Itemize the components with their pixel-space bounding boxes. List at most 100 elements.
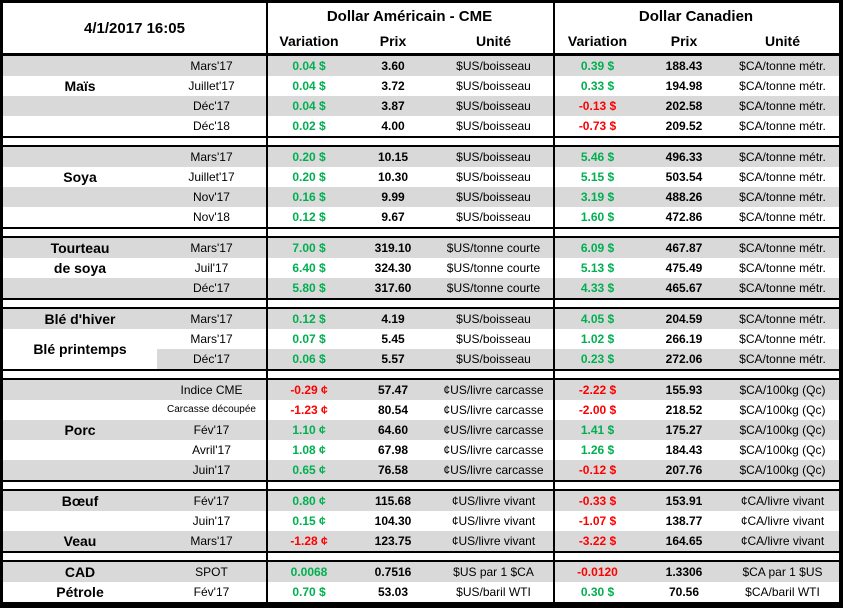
usd-unit: ¢US/livre carcasse (443, 403, 544, 417)
usd-variation: 0.02 $ (292, 119, 326, 133)
contract-month: Nov'18 (193, 210, 230, 224)
cad-variation: 3.19 $ (580, 190, 615, 204)
contract-month: Fév'17 (193, 585, 230, 599)
cad-variation: -3.22 $ (578, 534, 617, 548)
column-divider-line (266, 3, 268, 604)
cad-variation: 5.15 $ (580, 170, 615, 184)
commodity-label: Tourteau (50, 240, 110, 256)
cad-unit: $CA/100kg (Qc) (739, 443, 826, 457)
usd-unit: $US/boisseau (456, 312, 531, 326)
usd-variation: 0.04 $ (292, 79, 326, 93)
contract-month: Avril'17 (192, 443, 231, 457)
cad-price: 272.06 (665, 352, 703, 366)
cad-price: 70.56 (668, 585, 700, 599)
usd-price: 115.68 (374, 494, 412, 508)
commodity-label: Veau (63, 533, 97, 549)
usd-variation: 0.07 $ (292, 332, 326, 346)
cad-price: 488.26 (665, 190, 703, 204)
section-spacer (3, 553, 839, 560)
table-row: Mars'17 0.20 $ 10.15 $US/boisseau 5.46 $ 496.… (3, 147, 839, 167)
usd-variation: 0.15 ¢ (292, 514, 326, 528)
usd-price: 123.75 (374, 534, 412, 548)
cad-unit: $CA/tonne métr. (739, 190, 826, 204)
cad-variation: 5.13 $ (580, 261, 615, 275)
cad-price: 209.52 (665, 119, 703, 133)
usd-variation: 5.80 $ (292, 281, 326, 295)
usd-unit: ¢US/livre carcasse (443, 463, 544, 477)
cad-variation: 1.41 $ (580, 423, 615, 437)
cad-price: 188.43 (665, 59, 703, 73)
cad-price: 266.19 (665, 332, 703, 346)
cad-variation-header: Variation (567, 33, 628, 49)
usd-unit: $US/boisseau (456, 79, 531, 93)
report-datetime: 4/1/2017 16:05 (84, 19, 185, 37)
contract-month: Juin'17 (192, 514, 231, 528)
cad-unit: $CA/tonne métr. (739, 241, 826, 255)
commodity-label: Pétrole (56, 584, 104, 600)
cad-unit: $CA par 1 $US (742, 565, 823, 579)
usd-price-header: Prix (379, 33, 407, 49)
section-soya: Mars'17 0.20 $ 10.15 $US/boisseau 5.46 $ 496.… (3, 145, 839, 229)
cad-unit: ¢CA/livre vivant (740, 514, 825, 528)
cad-price: 204.59 (665, 312, 703, 326)
contract-month: Mars'17 (190, 534, 233, 548)
usd-unit: $US/tonne courte (446, 241, 541, 255)
cad-variation: -2.22 $ (578, 383, 617, 397)
usd-unit: $US/tonne courte (446, 281, 541, 295)
commodity-label: CAD (64, 564, 96, 580)
contract-month: Juillet'17 (188, 170, 235, 184)
table-row: Juillet'17 0.04 $ 3.72 $US/boisseau 0.33 $ 19… (3, 76, 839, 96)
section-spacer (3, 300, 839, 307)
usd-variation: 0.06 $ (292, 352, 326, 366)
table-row: Fév'17 0.80 ¢ 115.68 ¢US/livre vivant -0.33 … (3, 491, 839, 511)
usd-variation: 0.04 $ (292, 59, 326, 73)
cad-variation: 0.23 $ (580, 352, 615, 366)
contract-month: Mars'17 (190, 150, 233, 164)
usd-price: 104.30 (374, 514, 412, 528)
usd-price: 4.00 (381, 119, 405, 133)
cad-unit: $CA/100kg (Qc) (739, 423, 826, 437)
usd-unit: ¢US/livre carcasse (443, 423, 544, 437)
usd-price: 324.30 (374, 261, 412, 275)
usd-unit: $US/boisseau (456, 190, 531, 204)
table-row: Fév'17 0.70 $ 53.03 $US/baril WTI 0.30 $ 70.5… (3, 582, 839, 602)
usd-unit: $US/boisseau (456, 332, 531, 346)
cad-unit: ¢CA/livre vivant (740, 534, 825, 548)
table-row: Nov'18 0.12 $ 9.67 $US/boisseau 1.60 $ 472.86… (3, 207, 839, 227)
usd-unit-header: Unité (476, 33, 511, 49)
section-tourteau-de-soya: Mars'17 7.00 $ 319.10 $US/tonne courte 6.09 … (3, 236, 839, 300)
usd-price: 5.45 (381, 332, 405, 346)
contract-month: Juil'17 (194, 261, 229, 275)
cad-price: 472.86 (665, 210, 703, 224)
table-row: Avril'17 1.08 ¢ 67.98 ¢US/livre carcasse 1.2… (3, 440, 839, 460)
cad-unit: $CA/tonne métr. (739, 332, 826, 346)
usd-price: 4.19 (381, 312, 405, 326)
usd-variation: 0.16 $ (292, 190, 326, 204)
cad-variation: 1.60 $ (580, 210, 615, 224)
cad-variation: 0.33 $ (580, 79, 615, 93)
usd-unit: $US/boisseau (456, 99, 531, 113)
usd-price: 10.15 (377, 150, 409, 164)
section-porc: Indice CME -0.29 ¢ 57.47 ¢US/livre carcasse… (3, 378, 839, 482)
table-row: Juil'17 6.40 $ 324.30 $US/tonne courte 5.13 … (3, 258, 839, 278)
cad-price: 175.27 (665, 423, 703, 437)
cad-price-header: Prix (670, 33, 698, 49)
usd-variation: 6.40 $ (292, 261, 326, 275)
contract-month: Mars'17 (190, 241, 233, 255)
cad-variation: 4.05 $ (580, 312, 615, 326)
usd-variation: -1.28 ¢ (290, 534, 328, 548)
usd-group-header: Dollar Américain - CME (326, 7, 493, 25)
usd-unit: $US par 1 $CA (453, 565, 534, 579)
usd-variation: -0.29 ¢ (290, 383, 328, 397)
cad-price: 475.49 (665, 261, 703, 275)
usd-unit: ¢US/livre vivant (451, 514, 536, 528)
usd-price: 64.60 (377, 423, 409, 437)
usd-unit: $US/boisseau (456, 352, 531, 366)
contract-month: Mars'17 (190, 332, 233, 346)
section-spacer (3, 229, 839, 236)
usd-unit: $US/boisseau (456, 59, 531, 73)
usd-variation: 0.12 $ (292, 210, 326, 224)
table-row: Déc'17 5.80 $ 317.60 $US/tonne courte 4.33 $… (3, 278, 839, 298)
table-row: Mars'17 0.12 $ 4.19 $US/boisseau 4.05 $ 204.5… (3, 309, 839, 329)
table-row: Fév'17 1.10 ¢ 64.60 ¢US/livre carcasse 1.41 … (3, 420, 839, 440)
